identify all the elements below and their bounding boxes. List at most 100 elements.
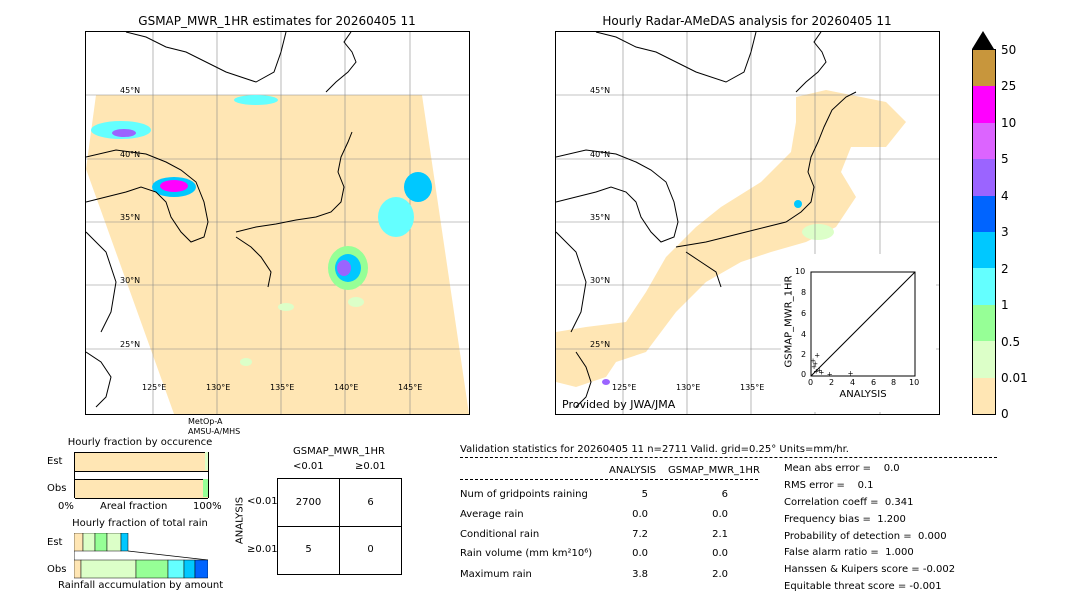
validation-row-4-gsmap: 2.0 [712, 569, 728, 580]
validation-row-2-gsmap: 2.1 [712, 529, 728, 540]
rainfall-obs-label: Obs [47, 564, 67, 575]
scatter-xtick-2: 2 [829, 378, 835, 387]
validation-row-0-analysis: 5 [641, 489, 648, 500]
occurrence-est-label: Est [47, 456, 63, 467]
left-lon-label-130: 130°E [206, 383, 231, 392]
occurrence-obs-tail [203, 479, 208, 497]
rainfall-title: Hourly fraction of total rain [72, 518, 208, 529]
validation-row-4-label: Maximum rain [460, 569, 532, 580]
left-lat-label-45: 45°N [120, 86, 141, 95]
rainfall-svg [73, 532, 209, 579]
colorbar-label-10: 10 [1001, 116, 1017, 130]
contingency-cell-yy: 0 [367, 544, 374, 555]
scatter-point: + [814, 352, 820, 360]
colorbar-cell [973, 86, 995, 123]
occurrence-axis-right: 100% [193, 501, 222, 512]
colorbar-cell [973, 122, 995, 160]
occurrence-chart [74, 452, 209, 499]
right-lon-label-130: 130°E [676, 383, 701, 392]
contingency-cell-nn: 2700 [295, 497, 322, 508]
right-precip-3 [602, 379, 610, 385]
colorbar [971, 30, 996, 415]
scatter-point: + [813, 367, 819, 375]
left-lon-label-135: 135°E [270, 383, 295, 392]
left-map-svg [86, 32, 469, 414]
scatter-xtick-8: 8 [891, 378, 897, 387]
occurrence-est-bar [75, 452, 208, 472]
scatter-diagonal [810, 271, 916, 377]
colorbar-cell [973, 232, 995, 269]
colorbar-label-3: 3 [1001, 225, 1009, 239]
colorbar-label-2: 2 [1001, 262, 1009, 276]
left-lon-label-140: 140°E [334, 383, 359, 392]
colorbar-label-4: 4 [1001, 189, 1009, 203]
colorbar-label-0-5: 0.5 [1001, 335, 1021, 349]
validation-col-gsmap: GSMAP_MWR_1HR [668, 465, 760, 476]
colorbar-arrow [972, 31, 994, 49]
occurrence-title: Hourly fraction by occurence [67, 437, 213, 448]
scatter-point: + [811, 363, 817, 371]
right-lat-label-35: 35°N [590, 213, 611, 222]
scatter-xtick-0: 0 [808, 378, 814, 387]
contingency-row2: ≥0.01 [247, 544, 278, 555]
contingency-grid: 2700 6 5 0 [277, 478, 402, 575]
contingency-row1: <0.01 [247, 496, 278, 507]
colorbar-cell [973, 304, 995, 342]
scatter-point: + [812, 360, 818, 368]
scatter-points: +++++ + +++ [810, 352, 853, 379]
scatter-xlabel: ANALYSIS [839, 389, 887, 400]
scatter-ytick-6: 6 [801, 309, 807, 318]
validation-row-3-gsmap: 0.0 [712, 548, 728, 559]
validation-row-3-analysis: 0.0 [632, 548, 648, 559]
right-lat-label-45: 45°N [590, 86, 611, 95]
right-precip-1 [802, 224, 834, 240]
left-lat-label-25: 25°N [120, 340, 141, 349]
occurrence-obs-label: Obs [47, 483, 67, 494]
score-corr: Correlation coeff = 0.341 [784, 497, 914, 508]
validation-row-1-label: Average rain [460, 509, 524, 520]
score-far: False alarm ratio = 1.000 [784, 547, 914, 558]
rainfall-chart [73, 532, 209, 579]
scatter-point: + [827, 370, 833, 378]
scatter-point: + [818, 368, 824, 376]
score-mae: Mean abs error = 0.0 [784, 463, 900, 474]
scatter-inset: + + + + + + + + + 0 2 4 6 8 10 10 8 6 4 2 0 ANAL… [781, 254, 936, 412]
occurrence-axis-mid: Areal fraction [100, 501, 168, 512]
rainfall-est-label: Est [47, 537, 63, 548]
contingency-title: GSMAP_MWR_1HR [293, 446, 385, 457]
colorbar-label-50: 50 [1001, 43, 1017, 57]
score-pod: Probability of detection = 0.000 [784, 531, 947, 542]
right-precip-2 [794, 200, 802, 208]
rainfall-obs-segments [73, 559, 209, 579]
validation-col-analysis: ANALYSIS [609, 465, 657, 476]
validation-row-4-analysis: 3.8 [632, 569, 648, 580]
scatter-plot: +++++ + +++ [810, 271, 916, 379]
right-lon-label-135: 135°E [740, 383, 765, 392]
left-grid [86, 32, 469, 414]
score-ets: Equitable threat score = -0.001 [784, 581, 942, 592]
validation-row-3-label: Rain volume (mm km²10⁶) [460, 548, 593, 559]
colorbar-cell [973, 195, 995, 232]
right-map: 45°N 40°N 35°N 30°N 25°N 125°E 130°E 135… [555, 31, 940, 415]
colorbar-label-25: 25 [1001, 79, 1017, 93]
validation-row-0-gsmap: 6 [721, 489, 728, 500]
scatter-xtick-6: 6 [871, 378, 877, 387]
left-lat-label-40: 40°N [120, 150, 141, 159]
colorbar-cell [973, 341, 995, 378]
left-panel-title: GSMAP_MWR_1HR estimates for 20260405 11 [138, 14, 416, 28]
contingency-cell-ny: 6 [367, 497, 374, 508]
contingency-side-label: ANALYSIS [234, 496, 246, 545]
left-lat-label-30: 30°N [120, 276, 141, 285]
scatter-ytick-4: 4 [801, 330, 807, 339]
validation-row-2-analysis: 7.2 [632, 529, 648, 540]
colorbar-label-5: 5 [1001, 152, 1009, 166]
right-panel-title: Hourly Radar-AMeDAS analysis for 2026040… [602, 14, 892, 28]
right-lat-label-40: 40°N [590, 150, 611, 159]
left-lon-label-145: 145°E [398, 383, 423, 392]
credit-label: Provided by JWA/JMA [562, 398, 676, 411]
right-lat-label-25: 25°N [590, 340, 611, 349]
contingency-cell-yn: 5 [305, 544, 312, 555]
validation-row-1-gsmap: 0.0 [712, 509, 728, 520]
scatter-ytick-8: 8 [801, 288, 807, 297]
validation-header-rule [460, 457, 997, 458]
